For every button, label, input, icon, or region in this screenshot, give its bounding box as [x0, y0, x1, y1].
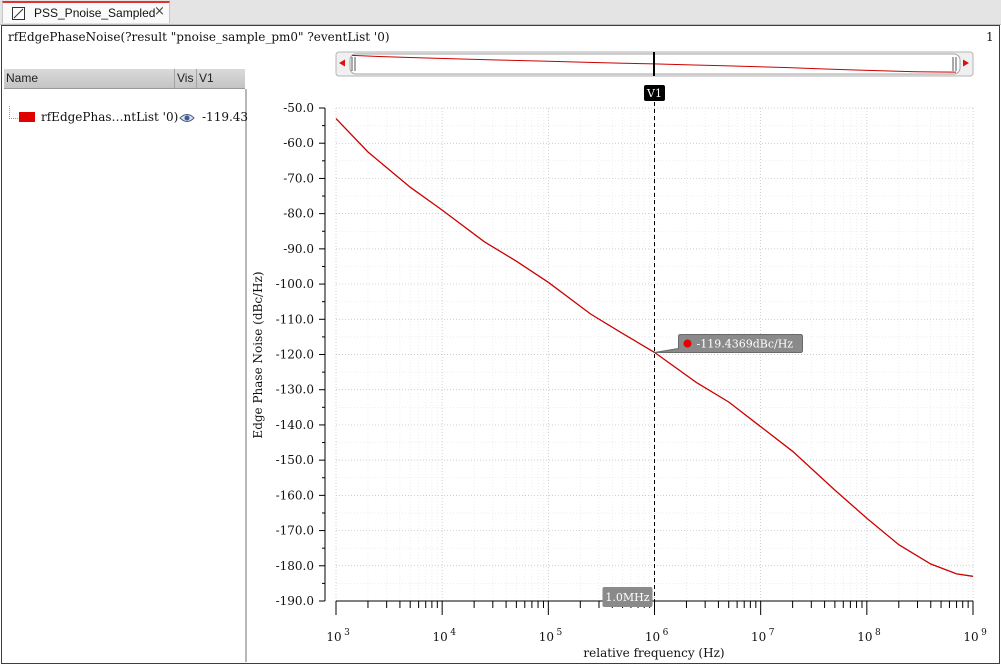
x-tick-label: 10 — [645, 630, 660, 644]
y-tick-label: -180.0 — [276, 559, 314, 573]
x-tick-label: 10 — [857, 630, 872, 644]
expression-title: rfEdgePhaseNoise(?result "pnoise_sample_… — [8, 30, 390, 44]
x-tick-label: 10 — [326, 630, 341, 644]
tab-pss-pnoise-sampled[interactable]: PSS_Pnoise_Sampled × — [2, 1, 170, 23]
x-tick-label: 10 — [751, 630, 766, 644]
y-tick-label: -70.0 — [283, 171, 314, 185]
waveform-window-icon — [12, 7, 25, 20]
tab-label: PSS_Pnoise_Sampled — [34, 6, 156, 20]
eye-icon[interactable] — [179, 109, 195, 128]
marker-label: V1 — [646, 87, 662, 100]
annotation-text: -119.4369dBc/Hz — [697, 338, 794, 351]
x-scroll-bar[interactable] — [335, 51, 974, 77]
y-tick-label: -90.0 — [283, 242, 314, 256]
scroll-right-arrow-icon[interactable] — [963, 59, 969, 67]
vertical-marker-v1[interactable]: V1 1.0MHz — [602, 85, 666, 607]
column-divider[interactable] — [174, 69, 175, 88]
y-tick-label: -160.0 — [276, 488, 314, 502]
y-tick-label: -130.0 — [276, 383, 314, 397]
x-tick-label: 10 — [539, 630, 554, 644]
x-tick-exponent: 5 — [556, 628, 562, 638]
marker-tag[interactable] — [644, 85, 665, 101]
scroll-left-arrow-icon[interactable] — [339, 59, 345, 67]
marker-x-readout: 1.0MHz — [605, 591, 649, 604]
x-axis-ticks — [335, 601, 974, 615]
y-tick-label: -170.0 — [276, 524, 314, 538]
subwindow-number: 1 — [986, 30, 994, 44]
x-tick-exponent: 6 — [663, 628, 669, 638]
tree-connector — [9, 106, 18, 119]
legend-trace-value: -119.43 — [202, 110, 249, 124]
y-tick-label: -110.0 — [276, 312, 314, 326]
phase-noise-trace[interactable] — [335, 118, 974, 577]
graph-window-frame — [1, 25, 1000, 664]
legend-column-vis[interactable]: Vis — [177, 71, 194, 85]
y-tick-label: -150.0 — [276, 453, 314, 467]
column-divider[interactable] — [196, 69, 197, 88]
legend-column-name[interactable]: Name — [6, 71, 39, 85]
x-tick-exponent: 9 — [981, 628, 987, 638]
x-tick-label: 10 — [433, 630, 448, 644]
y-tick-label: -100.0 — [276, 277, 314, 291]
x-tick-label: 10 — [963, 630, 978, 644]
x-tick-exponent: 7 — [769, 628, 775, 638]
legend-header: Name Vis V1 — [4, 69, 245, 89]
y-tick-label: -60.0 — [283, 136, 314, 150]
x-tick-exponent: 8 — [875, 628, 881, 638]
x-tick-exponent: 3 — [344, 628, 350, 638]
marker-x-readout-box — [602, 587, 653, 607]
y-tick-label: -140.0 — [276, 418, 314, 432]
scroll-thumb-right-grip[interactable] — [952, 57, 957, 71]
scroll-thumb-left-grip[interactable] — [351, 57, 356, 71]
x-tick-exponent: 4 — [450, 628, 456, 638]
overview-trace — [351, 54, 957, 73]
x-axis-label: relative frequency (Hz) — [583, 646, 724, 660]
y-tick-label: -50.0 — [283, 101, 314, 115]
y-axis-ticks — [319, 107, 325, 602]
y-tick-label: -120.0 — [276, 348, 314, 362]
annotation-dot — [683, 339, 692, 348]
marker-intercept-annotation[interactable]: -119.4369dBc/Hz — [654, 334, 803, 354]
annotation-callout — [654, 334, 803, 354]
y-tick-label: -80.0 — [283, 207, 314, 221]
close-icon[interactable]: × — [154, 4, 165, 19]
legend-panel: rfEdgePhas…ntList '0) -119.43 — [4, 89, 249, 662]
x-axis-tick-labels: 10 3 10 4 10 5 10 6 10 7 10 8 10 9 — [326, 628, 987, 644]
y-tick-label: -190.0 — [276, 594, 314, 608]
trace-color-swatch[interactable] — [19, 112, 35, 122]
legend-trace-name[interactable]: rfEdgePhas…ntList '0) — [41, 110, 179, 124]
legend-column-v1[interactable]: V1 — [199, 71, 214, 85]
y-axis-tick-labels: -50.0 -60.0 -70.0 -80.0 -90.0 -100.0 -110.0 -12… — [276, 101, 314, 608]
tab-bar: PSS_Pnoise_Sampled × — [0, 0, 1001, 25]
y-axis-label: Edge Phase Noise (dBc/Hz) — [251, 271, 265, 438]
